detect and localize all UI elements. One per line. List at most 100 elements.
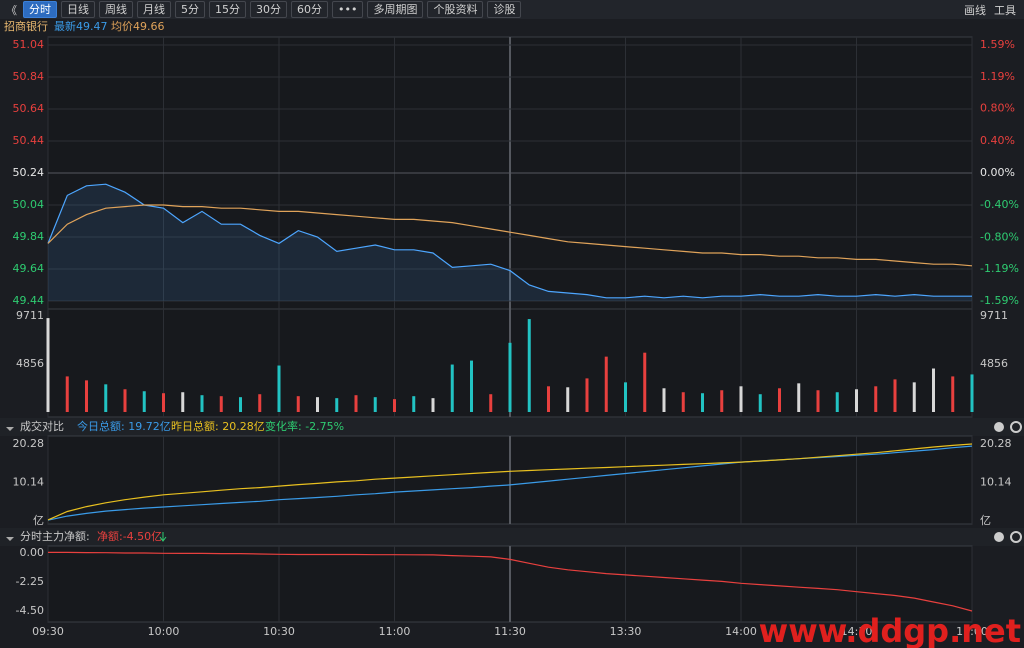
y2-tick-label: 1.59% xyxy=(980,38,1015,51)
tab[interactable]: 30分 xyxy=(250,1,287,18)
x-tick-label: 11:00 xyxy=(379,625,411,638)
volume-bar xyxy=(200,395,204,412)
close-icon[interactable] xyxy=(994,422,1004,432)
y2-tick-label: 0.00% xyxy=(980,166,1015,179)
volume-bar xyxy=(412,396,416,412)
collapse-icon[interactable] xyxy=(6,537,14,541)
volume-bar xyxy=(932,368,935,412)
tab[interactable]: 月线 xyxy=(137,1,171,18)
y-tick-label: 10.14 xyxy=(980,476,1012,489)
close-icon[interactable] xyxy=(994,532,1004,542)
volume-bar xyxy=(258,394,262,412)
volume-bar xyxy=(701,393,704,412)
y-tick-label: 4856 xyxy=(980,357,1008,370)
volume-bar xyxy=(123,389,127,412)
stock-name: 招商银行 xyxy=(4,19,48,33)
x-tick-label: 09:30 xyxy=(32,625,64,638)
y-tick-label: 50.64 xyxy=(13,102,45,115)
volume-bar xyxy=(893,379,897,412)
volume-bar xyxy=(874,386,878,412)
tab[interactable]: 日线 xyxy=(61,1,95,18)
collapse-icon[interactable] xyxy=(6,427,14,431)
panel-title: 分时主力净额: xyxy=(20,529,90,543)
volume-bar xyxy=(316,397,319,412)
y-tick-label: 50.04 xyxy=(13,198,45,211)
x-tick-label: 10:30 xyxy=(263,625,295,638)
settings-icon[interactable] xyxy=(1010,531,1022,543)
settings-icon[interactable] xyxy=(1010,421,1022,433)
volume-bar xyxy=(162,393,165,412)
volume-bar xyxy=(662,388,666,412)
legend-entry: 净额:-4.50亿 xyxy=(97,529,162,543)
y2-tick-label: -1.19% xyxy=(980,262,1019,275)
average-price: 均价49.66 xyxy=(111,20,165,33)
y-tick-label: 50.84 xyxy=(13,70,45,83)
volume-bar xyxy=(778,388,781,412)
x-tick-label: 13:30 xyxy=(610,625,642,638)
tab[interactable]: 5分 xyxy=(175,1,205,18)
chart: 招商银行 最新49.47 均价49.66 成交对比 今日总额: 19.72亿 昨… xyxy=(0,19,1024,648)
toolbar-right: 画线 工具 xyxy=(964,2,1024,18)
volume-bar xyxy=(604,356,608,412)
panel-title: 成交对比 xyxy=(20,419,64,433)
volume-bar xyxy=(624,382,627,412)
volume-bar xyxy=(797,383,801,412)
volume-bar xyxy=(354,395,358,412)
volume-bar xyxy=(431,398,435,412)
toolbar: 《 分时 日线 周线 月线 5分 15分 30分 60分 ••• 多周期图 个股… xyxy=(0,0,1024,19)
turnover-header xyxy=(0,418,1024,436)
back-button[interactable]: 《 xyxy=(6,3,17,17)
volume-bar xyxy=(450,364,454,412)
legend-entry: 昨日总额: 20.28亿 xyxy=(171,419,265,433)
diagnose-button[interactable]: 诊股 xyxy=(487,1,522,18)
volume-bar xyxy=(951,376,955,412)
volume-bar xyxy=(219,396,223,412)
tab[interactable]: 60分 xyxy=(291,1,328,18)
volume-bar xyxy=(681,392,685,412)
series-line xyxy=(47,443,973,521)
x-tick-label: 15:00 xyxy=(956,625,988,638)
volume-bar xyxy=(85,380,88,412)
y-tick-label: 亿 xyxy=(33,514,44,527)
volume-bar xyxy=(393,399,396,412)
y-tick-label: 20.28 xyxy=(13,437,45,450)
tab[interactable]: 15分 xyxy=(209,1,246,18)
netflow-header xyxy=(0,528,1024,546)
y2-tick-label: 0.40% xyxy=(980,134,1015,147)
volume-bar xyxy=(239,397,242,412)
volume-bar xyxy=(142,391,146,412)
legend-entry: 今日总额: 19.72亿 xyxy=(77,419,171,433)
volume-bar xyxy=(720,390,724,412)
y2-tick-label: 1.19% xyxy=(980,70,1015,83)
tools-button[interactable]: 工具 xyxy=(994,3,1016,17)
volume-bar xyxy=(816,390,820,412)
y-tick-label: 20.28 xyxy=(980,437,1012,450)
more-button[interactable]: ••• xyxy=(332,1,364,18)
tab[interactable]: 分时 xyxy=(23,1,57,18)
y2-tick-label: 0.80% xyxy=(980,102,1015,115)
latest-price: 最新49.47 xyxy=(54,19,108,33)
y-tick-label: 10.14 xyxy=(13,476,45,489)
series-line xyxy=(48,551,973,612)
volume-bar xyxy=(104,384,108,412)
y-tick-label: 49.44 xyxy=(13,294,45,307)
volume-bar xyxy=(912,382,916,412)
volume-bar xyxy=(181,392,185,412)
y-tick-label: 亿 xyxy=(980,514,991,527)
multi-period-button[interactable]: 多周期图 xyxy=(367,1,424,18)
volume-bar xyxy=(643,352,647,412)
tab[interactable]: 周线 xyxy=(99,1,133,18)
volume-bar xyxy=(835,392,839,412)
volume-bar xyxy=(277,365,281,412)
draw-button[interactable]: 画线 xyxy=(964,3,986,17)
profile-button[interactable]: 个股资料 xyxy=(427,1,484,18)
plot-layer: 09:30 10:00 10:30 11:00 11:30 13:30 14:00 14:30… xyxy=(13,37,1019,638)
volume-bar xyxy=(547,386,550,412)
series-line xyxy=(47,204,973,267)
volume-bar xyxy=(566,387,570,412)
x-tick-label: 11:30 xyxy=(494,625,526,638)
y-tick-label: 9711 xyxy=(16,309,44,322)
y-tick-label: 49.64 xyxy=(13,262,45,275)
volume-bar xyxy=(970,374,974,412)
